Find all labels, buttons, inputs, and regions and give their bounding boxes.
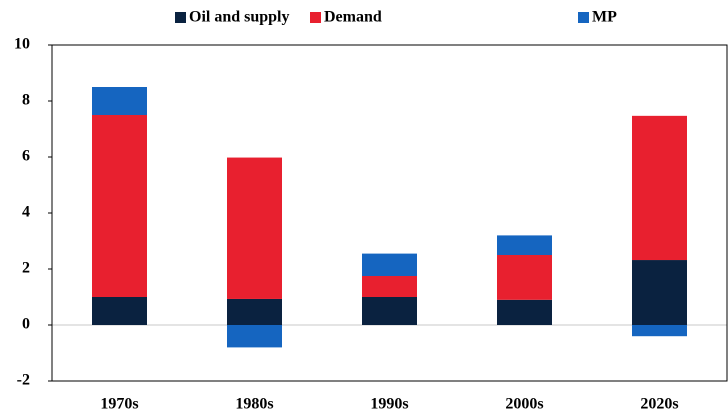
y-tick-label: -2 [17, 372, 30, 389]
y-tick-label: 0 [22, 316, 30, 333]
bar-segment [92, 87, 147, 115]
y-tick-label: 4 [22, 204, 30, 221]
plot-frame [51, 44, 728, 382]
legend-swatch [175, 12, 186, 23]
legend-label: Demand [324, 9, 382, 26]
x-tick-label: 1970s [100, 396, 138, 413]
x-tick-label: 2000s [505, 396, 543, 413]
legend-label: Oil and supply [189, 9, 290, 26]
legend-swatch [578, 12, 589, 23]
legend-swatch [310, 12, 321, 23]
y-tick-label: 2 [22, 260, 30, 277]
x-tick-label: 2020s [640, 396, 678, 413]
y-tick-label: 8 [22, 92, 30, 109]
bar-segment [362, 297, 417, 325]
x-tick-label: 1980s [235, 396, 273, 413]
bar-segment [362, 276, 417, 297]
y-tick-label: 6 [22, 148, 30, 165]
bar-segment [632, 325, 687, 337]
y-tick-label: 10 [14, 36, 30, 53]
bar-segment [362, 253, 417, 276]
bar-segment [632, 115, 687, 261]
bar-segment [632, 260, 687, 325]
bar-segment [227, 325, 282, 348]
bar-segment [227, 157, 282, 299]
legend-label: MP [592, 9, 617, 26]
x-tick-label: 1990s [370, 396, 408, 413]
bar-segment [227, 298, 282, 325]
bar-segment [497, 299, 552, 325]
bar-segment [92, 115, 147, 297]
bar-segment [497, 255, 552, 300]
bar-segment [92, 297, 147, 325]
bar-segment [497, 235, 552, 255]
